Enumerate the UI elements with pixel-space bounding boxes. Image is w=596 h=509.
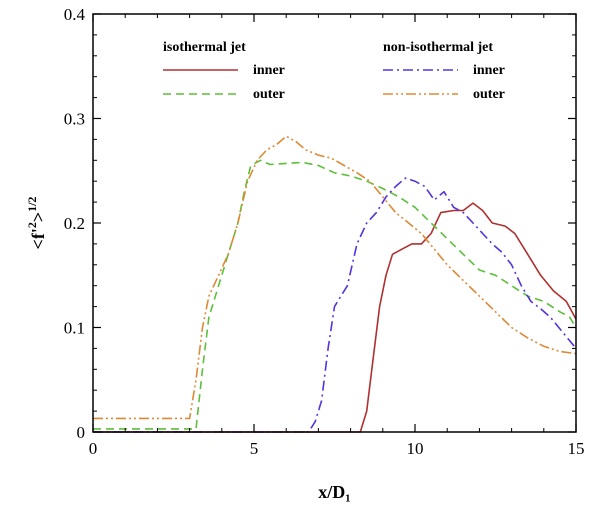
legend-entry-label: outer [473,87,505,102]
legend: isothermal jet inner outer non-isothermal j… [163,40,505,102]
legend-entry-label: inner [253,63,285,78]
x-tick-label: 0 [89,439,98,458]
y-tick-label: 0.3 [64,110,85,129]
y-axis-label: <f'2>1/2 [25,197,48,250]
legend-heading: isothermal jet [163,40,246,55]
y-tick-label: 0.2 [64,214,85,233]
x-tick-label: 5 [250,439,259,458]
x-tick-label: 15 [568,439,585,458]
y-tick-label: 0 [77,423,86,442]
x-axis-label: x/D₁ [318,482,350,502]
y-tick-label: 0.4 [64,5,86,24]
series-line-non-isothermal-jet-outer [93,135,577,420]
legend-entry-label: outer [253,87,285,102]
x-tick-label: 10 [407,439,424,458]
series-layer [93,135,577,433]
y-tick-label: 0.1 [64,319,85,338]
legend-heading: non-isothermal jet [383,40,493,55]
series-line-non-isothermal-jet-inner [93,177,577,433]
legend-entry-label: inner [473,63,505,78]
y-axis-label-text: <f'2>1/2 [25,197,48,250]
series-line-isothermal-jet-inner [93,202,577,433]
axes-layer: 0 5 10 15 0 0.1 0.2 0.3 0.4 [64,5,585,458]
series-line-isothermal-jet-outer [93,159,577,430]
